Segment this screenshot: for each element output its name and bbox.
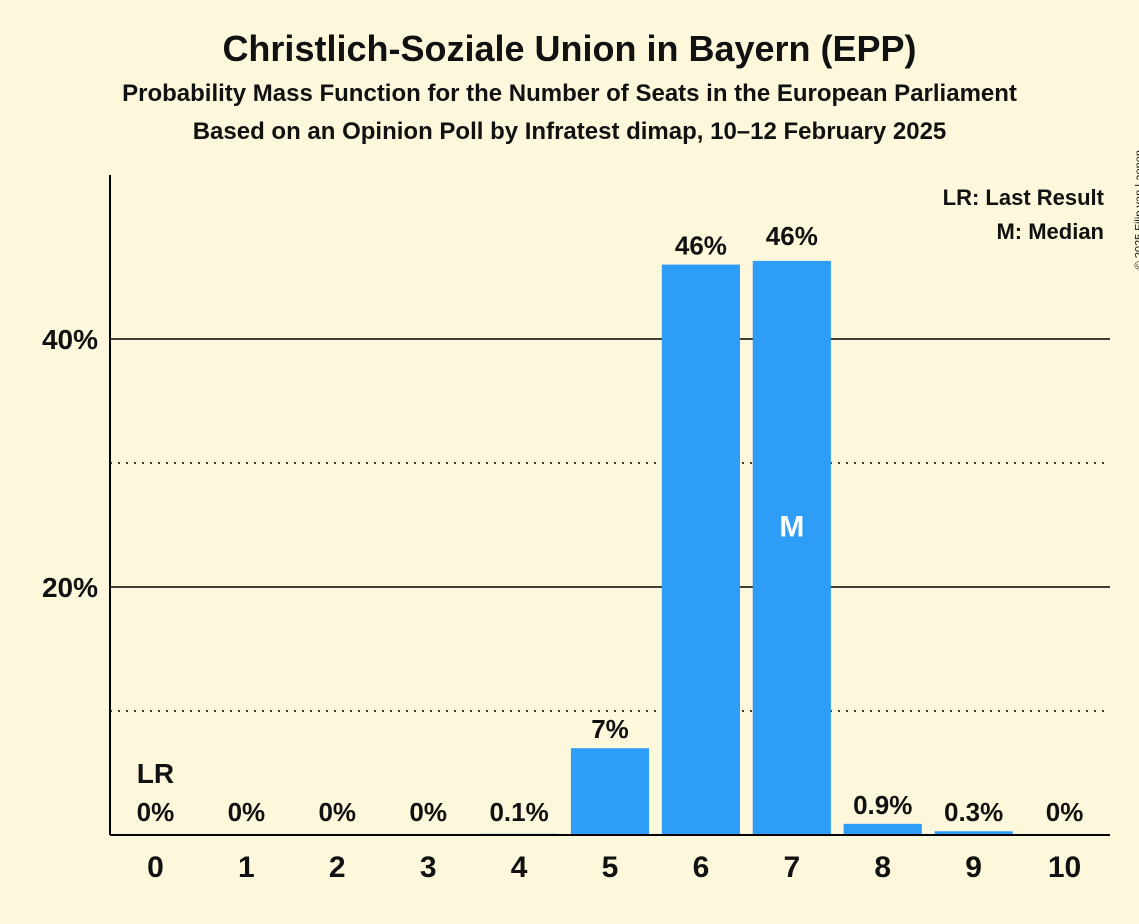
median-marker: M — [779, 510, 804, 543]
bar-value-label: 0% — [1046, 797, 1084, 827]
x-axis-label: 3 — [420, 851, 437, 884]
bar-value-label: 0.1% — [489, 797, 548, 827]
x-axis-label: 5 — [602, 851, 619, 884]
bar — [844, 824, 922, 835]
x-axis-label: 10 — [1048, 851, 1081, 884]
x-axis-label: 8 — [874, 851, 891, 884]
x-axis-label: 7 — [783, 851, 800, 884]
bar — [571, 748, 649, 835]
y-axis-label: 20% — [42, 572, 98, 603]
bar-value-label: 0% — [409, 797, 447, 827]
x-axis-label: 0 — [147, 851, 164, 884]
bar-value-label: 7% — [591, 714, 629, 744]
bar-value-label: 46% — [766, 221, 818, 251]
bar-chart: 20% 40% 0 1 2 3 4 5 6 7 8 9 10 0% 0% 0% 0% 0.1% 7% 46% 46% 0.… — [0, 0, 1139, 924]
bar-value-label: 0.3% — [944, 797, 1003, 827]
x-axis-label: 6 — [693, 851, 710, 884]
bar-value-label: 0.9% — [853, 790, 912, 820]
bar — [753, 261, 831, 835]
x-axis-label: 2 — [329, 851, 346, 884]
bar-value-label: 0% — [318, 797, 356, 827]
bar — [662, 265, 740, 835]
copyright-text: © 2025 Filip van Laenen — [1133, 150, 1139, 269]
legend-m: M: Median — [996, 219, 1104, 244]
x-axis-label: 4 — [511, 851, 528, 884]
legend-lr: LR: Last Result — [943, 185, 1105, 210]
bar-value-label: 0% — [228, 797, 266, 827]
lr-marker: LR — [137, 758, 174, 789]
bar-value-label: 46% — [675, 231, 727, 261]
y-axis-label: 40% — [42, 324, 98, 355]
x-axis-label: 9 — [965, 851, 982, 884]
bar-value-label: 0% — [137, 797, 175, 827]
x-axis-label: 1 — [238, 851, 255, 884]
